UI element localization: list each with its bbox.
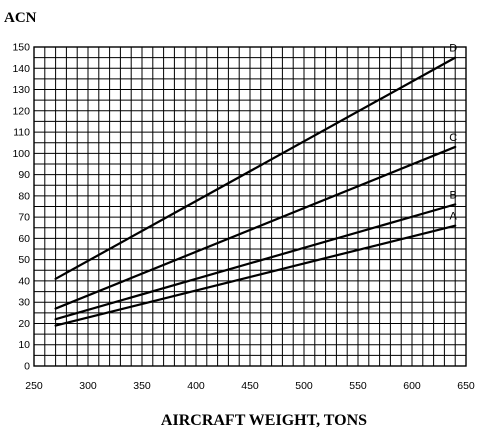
- x-tick-label: 500: [295, 380, 313, 392]
- x-tick-label: 350: [133, 380, 151, 392]
- y-tick-label: 30: [18, 297, 30, 309]
- y-tick-label: 80: [18, 190, 30, 202]
- x-tick-label: 650: [457, 380, 475, 392]
- y-tick-label: 70: [18, 212, 30, 224]
- y-tick-label: 130: [12, 84, 30, 96]
- x-tick-label: 400: [187, 380, 205, 392]
- y-tick-label: 50: [18, 254, 30, 266]
- y-tick-labels: 0 10 20 30 40 50 60 70 80 90 100 110 120 130 140 150: [12, 42, 30, 373]
- y-tick-label: 0: [24, 361, 30, 373]
- y-axis-title: ACN: [4, 10, 37, 26]
- grid: [33, 46, 467, 367]
- y-tick-label: 90: [18, 169, 30, 181]
- x-tick-label: 450: [241, 380, 259, 392]
- plot-frame: [33, 46, 467, 367]
- series-line-b: [54, 203, 457, 321]
- x-tick-label: 250: [25, 380, 43, 392]
- series-line-a: [54, 224, 457, 327]
- x-axis-title: AIRCRAFT WEIGHT, TONS: [161, 412, 367, 429]
- x-tick-label: 300: [79, 380, 97, 392]
- y-tick-label: 10: [18, 339, 30, 351]
- y-tick-label: 60: [18, 233, 30, 245]
- series-line-d: [54, 56, 457, 280]
- y-tick-label: 140: [12, 63, 30, 75]
- x-tick-labels: 250 300 350 400 450 500 550 600 650: [25, 380, 475, 392]
- series-label-b: B: [450, 189, 457, 201]
- y-tick-label: 110: [13, 127, 30, 139]
- x-tick-label: 550: [349, 380, 367, 392]
- y-tick-label: 150: [12, 42, 30, 54]
- x-tick-label: 600: [403, 380, 421, 392]
- series-line-c: [54, 145, 457, 310]
- y-tick-label: 20: [18, 318, 30, 330]
- y-tick-label: 100: [12, 148, 30, 160]
- y-tick-label: 120: [12, 105, 30, 117]
- series-label-d: D: [449, 43, 457, 55]
- series-label-c: C: [449, 132, 457, 144]
- y-tick-label: 40: [18, 275, 30, 287]
- series-label-a: A: [450, 211, 458, 223]
- series-lines: D C BA: [54, 43, 458, 327]
